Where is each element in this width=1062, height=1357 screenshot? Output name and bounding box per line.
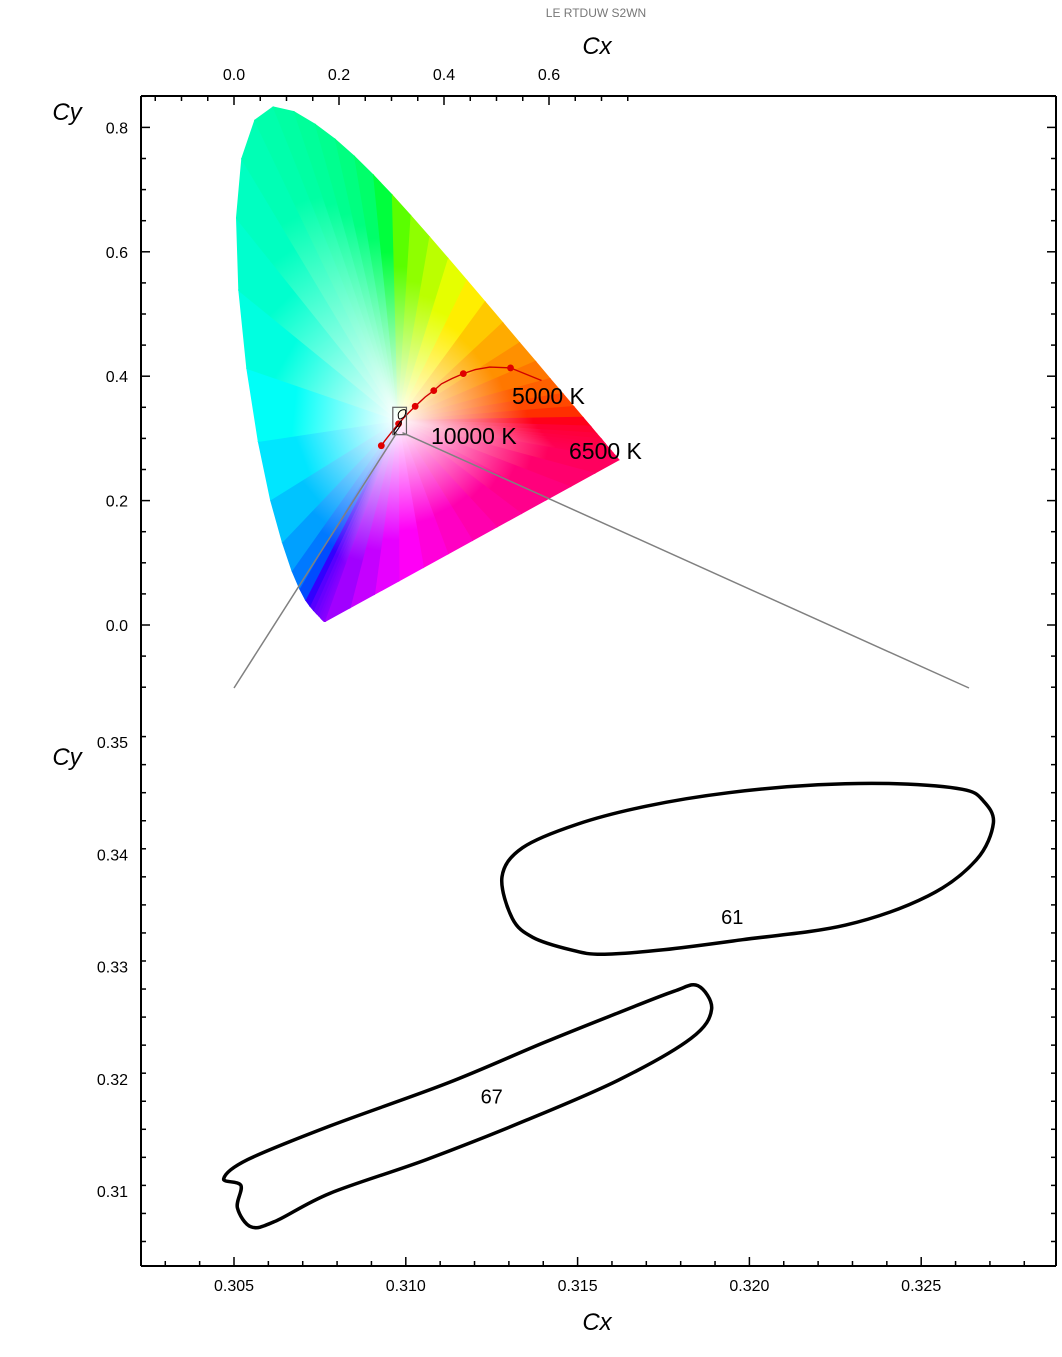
top-y-tick-label: 0.8 bbox=[106, 120, 128, 137]
top-x-tick-label: 0.4 bbox=[433, 67, 455, 84]
planckian-marker bbox=[377, 442, 385, 450]
ellipse-67 bbox=[221, 982, 714, 1230]
planckian-marker bbox=[430, 387, 438, 395]
bottom-x-tick-label: 0.310 bbox=[386, 1278, 426, 1295]
ellipse-61 bbox=[499, 781, 996, 957]
zoom-connector-right bbox=[402, 431, 970, 689]
color-gamut bbox=[236, 106, 620, 622]
bottom-x-axis-label: Cx bbox=[582, 1309, 612, 1336]
bottom-y-tick-label: 0.34 bbox=[97, 847, 128, 864]
bottom-x-tick-label: 0.320 bbox=[729, 1278, 769, 1295]
planckian-marker bbox=[459, 370, 467, 378]
top-y-tick-label: 0.2 bbox=[106, 494, 128, 511]
annotation-5000k: 5000 K bbox=[512, 383, 586, 409]
top-x-tick-label: 0.6 bbox=[538, 67, 560, 84]
zoom-box bbox=[392, 406, 408, 436]
ellipse-61-label: 61 bbox=[721, 907, 743, 929]
mini-ellipse-67 bbox=[393, 419, 402, 436]
bottom-y-tick-label: 0.33 bbox=[97, 960, 128, 977]
top-x-axis-label: Cx bbox=[582, 33, 612, 60]
gamut-sector bbox=[313, 420, 399, 622]
bottom-axes: 0.305 0.310 0.315 0.320 0.325 0.31 0.32 0.33 0.3… bbox=[97, 688, 1057, 1295]
top-y-axis-label: Cy bbox=[52, 99, 83, 126]
top-y-tick-label: 0.6 bbox=[106, 245, 128, 262]
planckian-marker bbox=[507, 364, 514, 372]
mini-ellipse-61 bbox=[397, 409, 407, 420]
annotation-6500k: 6500 K bbox=[569, 438, 643, 464]
zoom-panel: 0.305 0.310 0.315 0.320 0.325 0.31 0.32 0.33 0.3… bbox=[97, 688, 1057, 1295]
chart-title: LE RTDUW S2WN bbox=[546, 6, 646, 20]
planckian-marker bbox=[411, 402, 419, 410]
bottom-y-tick-label: 0.31 bbox=[97, 1184, 128, 1201]
top-y-tick-label: 0.0 bbox=[106, 618, 128, 635]
bottom-x-tick-label: 0.315 bbox=[558, 1278, 598, 1295]
top-axes: 0.0 0.2 0.4 0.6 0.0 0.2 0.4 0.6 0.8 bbox=[106, 67, 1057, 688]
bottom-y-axis-label: Cy bbox=[52, 744, 83, 771]
bottom-x-tick-label: 0.305 bbox=[214, 1278, 254, 1295]
bottom-y-tick-label: 0.35 bbox=[97, 735, 128, 752]
zoom-connector-left bbox=[233, 432, 398, 689]
bottom-x-tick-label: 0.325 bbox=[901, 1278, 941, 1295]
top-y-tick-label: 0.4 bbox=[106, 369, 128, 386]
planckian-markers bbox=[377, 364, 514, 450]
ellipse-67-label: 67 bbox=[481, 1087, 503, 1109]
bottom-y-tick-label: 0.32 bbox=[97, 1072, 128, 1089]
cie-diagram-panel: 0.0 0.2 0.4 0.6 0.0 0.2 0.4 0.6 0.8 5000 K 10000… bbox=[106, 67, 1057, 688]
annotation-10000k: 10000 K bbox=[431, 423, 517, 449]
top-x-tick-label: 0.0 bbox=[223, 67, 245, 84]
top-x-tick-label: 0.2 bbox=[328, 67, 350, 84]
